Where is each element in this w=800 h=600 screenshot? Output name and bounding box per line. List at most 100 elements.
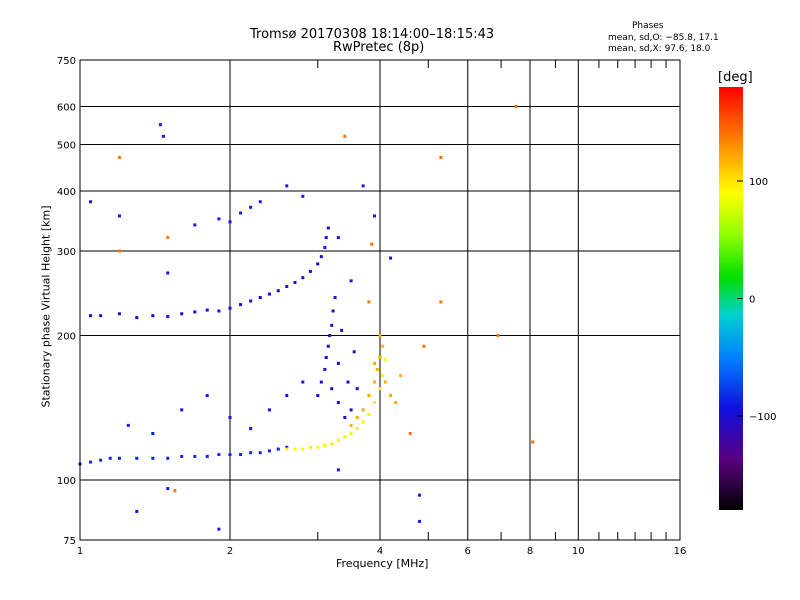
colorbar-ticks: −100 0 100 (737, 177, 776, 423)
data-point (180, 454, 184, 458)
data-point (383, 380, 387, 384)
data-point (319, 380, 323, 384)
data-point (228, 415, 232, 419)
data-point (343, 435, 347, 439)
data-point (323, 246, 327, 250)
data-point (267, 408, 271, 412)
data-point (349, 279, 353, 283)
y-tick-label: 600 (57, 103, 76, 114)
data-point (285, 394, 289, 398)
data-point (361, 184, 365, 188)
data-point (301, 447, 305, 451)
data-point (336, 236, 340, 240)
colorbar-tick-label: −100 (749, 412, 776, 423)
data-point (205, 454, 209, 458)
colorbar-tick-label: 100 (749, 177, 768, 188)
data-point (99, 458, 103, 462)
data-point (301, 276, 305, 280)
data-point (319, 255, 323, 259)
data-point (205, 394, 209, 398)
y-tick-label: 400 (57, 187, 76, 198)
data-point (355, 415, 359, 419)
data-point (349, 408, 353, 412)
x-tick-label: 16 (674, 546, 687, 557)
grid (79, 59, 681, 541)
y-tick-label: 100 (57, 476, 76, 487)
data-point (193, 454, 197, 458)
data-point (373, 214, 377, 218)
y-tick-label: 75 (63, 536, 76, 547)
data-point (383, 358, 387, 362)
data-point (228, 453, 232, 457)
data-point (151, 432, 155, 436)
data-point (323, 444, 327, 448)
stats-x-mode: mean, sd,X: 97.6, 18.0 (608, 44, 711, 54)
data-point (180, 408, 184, 412)
data-point (439, 155, 443, 159)
data-point (117, 155, 121, 159)
data-point (394, 401, 398, 405)
data-point (361, 408, 365, 412)
data-point (239, 211, 243, 215)
data-point (267, 449, 271, 453)
data-point (373, 361, 377, 365)
data-point (151, 314, 155, 318)
data-point (378, 355, 382, 359)
x-tick-label: 4 (377, 546, 383, 557)
data-point (239, 303, 243, 307)
data-point (378, 334, 382, 338)
data-point (373, 380, 377, 384)
data-point (89, 460, 93, 464)
chart-title: Tromsø 20170308 18:14:00–18:15:43 (250, 27, 495, 42)
data-point (389, 256, 393, 260)
data-point (531, 440, 535, 444)
y-tick-label: 300 (57, 247, 76, 258)
data-point (367, 300, 371, 304)
data-point (381, 344, 385, 348)
data-point (323, 367, 327, 371)
data-point (370, 242, 374, 246)
data-point (399, 374, 403, 378)
data-point (276, 289, 280, 293)
data-point (422, 344, 426, 348)
data-point (316, 262, 320, 266)
data-point (373, 401, 377, 405)
data-point (308, 269, 312, 273)
data-point (258, 200, 262, 204)
data-point (217, 309, 221, 313)
x-tick-label: 2 (227, 546, 233, 557)
data-point (249, 427, 253, 431)
y-tick-label: 200 (57, 332, 76, 343)
data-point (89, 314, 93, 318)
data-point (316, 394, 320, 398)
data-point (205, 308, 209, 312)
data-point (361, 420, 365, 424)
data-point (276, 447, 280, 451)
data-point (336, 401, 340, 405)
data-point (340, 328, 344, 332)
data-point (417, 493, 421, 497)
data-point (135, 316, 139, 320)
data-point (336, 361, 340, 365)
y-tick-label: 500 (57, 141, 76, 152)
data-point (180, 312, 184, 316)
data-point (117, 456, 121, 460)
data-point (378, 387, 382, 391)
data-point (330, 442, 334, 446)
data-point (326, 344, 330, 348)
data-point (439, 300, 443, 304)
data-point (316, 445, 320, 449)
data-point (330, 323, 334, 327)
data-point (151, 456, 155, 460)
data-point (228, 220, 232, 224)
data-point (285, 285, 289, 289)
data-point (293, 280, 297, 284)
data-point (117, 214, 121, 218)
data-point (326, 226, 330, 230)
data-point (389, 394, 393, 398)
data-point (333, 296, 337, 300)
stats-heading: Phases (632, 21, 664, 31)
data-point (355, 387, 359, 391)
data-point (308, 445, 312, 449)
data-point (301, 380, 305, 384)
